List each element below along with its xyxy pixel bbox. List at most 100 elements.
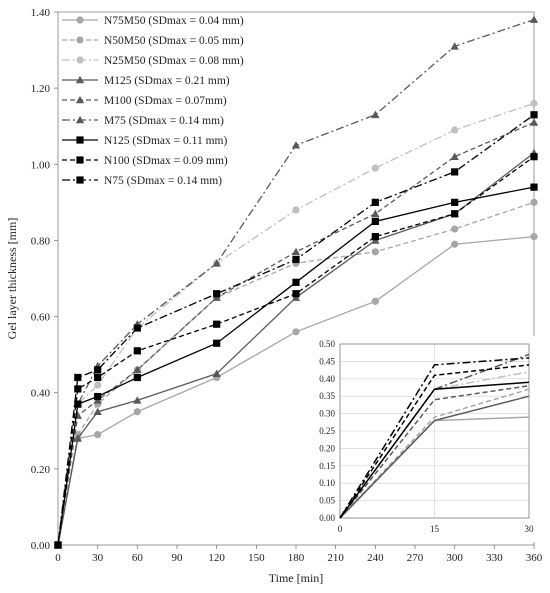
inset-series-line <box>339 385 530 519</box>
data-point <box>212 369 221 377</box>
inset-series-line <box>339 388 530 519</box>
data-point <box>371 233 379 241</box>
data-point <box>450 152 459 160</box>
x-tick-label: 0 <box>55 552 61 564</box>
data-point <box>451 240 459 248</box>
x-axis-title: Time [min] <box>269 571 324 585</box>
legend-entry: N25M50 (SDmax = 0.08 mm) <box>62 55 244 67</box>
data-point <box>529 15 539 23</box>
legend-label: N75M50 (SDmax = 0.04 mm) <box>104 15 244 27</box>
legend-entry: N75M50 (SDmax = 0.04 mm) <box>62 15 244 27</box>
inset-y-tick-label: 0.50 <box>319 339 335 349</box>
data-point <box>292 290 300 298</box>
legend-entry: M100 (SDmax = 0.07mm) <box>62 95 227 107</box>
inset-series-line <box>339 381 530 519</box>
legend-entry: N50M50 (SDmax = 0.05 mm) <box>62 35 244 47</box>
main-axes: 0 30 60 90 120 150 180 210 240 270 300 330 3600.000.… <box>5 7 543 585</box>
legend-marker <box>76 136 84 144</box>
data-point <box>94 430 102 439</box>
x-tick-label: 60 <box>132 552 144 564</box>
y-tick-label: 0.60 <box>31 312 51 324</box>
inset-y-tick-label: 0.30 <box>319 409 335 419</box>
data-point <box>133 347 141 355</box>
data-point <box>292 206 300 214</box>
data-point <box>371 248 379 256</box>
y-tick-label: 1.20 <box>31 83 51 95</box>
y-tick-label: 1.40 <box>31 7 51 19</box>
data-point <box>291 141 301 149</box>
data-point <box>54 541 62 549</box>
data-point <box>133 365 142 374</box>
legend-label: N25M50 (SDmax = 0.08 mm) <box>104 55 244 67</box>
legend-marker <box>75 95 85 104</box>
y-tick-label: 0.40 <box>31 388 51 400</box>
inset-x-tick-label: 15 <box>430 524 440 534</box>
inset-x-tick-label: 0 <box>338 524 343 534</box>
main-series-group <box>53 15 539 549</box>
data-point <box>213 339 221 347</box>
data-point <box>530 111 538 119</box>
data-point <box>94 381 102 389</box>
data-point <box>371 217 379 225</box>
legend-entry: N125 (SDmax = 0.11 mm) <box>62 135 227 147</box>
data-point <box>93 407 102 416</box>
inset-y-tick-label: 0.20 <box>319 443 335 453</box>
data-point <box>74 373 82 382</box>
legend-label: M75 (SDmax = 0.14 mm) <box>104 115 224 127</box>
series-7 <box>54 183 538 549</box>
data-point <box>451 168 459 176</box>
data-point <box>94 366 102 374</box>
legend-label: N75 (SDmax = 0.14 mm) <box>104 175 222 187</box>
inset-chart: 0.00 0.05 0.10 0.15 0.20 0.25 0.30 0.35 0.40 0.45… <box>302 336 537 542</box>
data-point <box>292 255 300 264</box>
series-1 <box>54 233 538 549</box>
data-point <box>133 408 141 416</box>
legend-marker <box>76 36 84 44</box>
data-point <box>94 392 102 401</box>
data-point <box>451 126 459 134</box>
legend-marker <box>76 16 84 24</box>
inset-series-line <box>339 395 530 519</box>
data-point <box>133 373 141 382</box>
legend-label: N125 (SDmax = 0.11 mm) <box>104 135 227 147</box>
legend-entry: N75 (SDmax = 0.14 mm) <box>62 175 222 187</box>
data-point <box>74 400 82 408</box>
data-point <box>371 297 379 305</box>
legend-marker <box>76 176 84 184</box>
data-point <box>371 209 380 218</box>
x-tick-label: 30 <box>92 552 104 564</box>
data-point <box>451 225 459 233</box>
inset-y-tick-label: 0.45 <box>319 356 335 366</box>
inset-y-tick-label: 0.25 <box>319 426 335 436</box>
inset-series-line <box>339 364 530 519</box>
x-tick-label: 90 <box>172 552 184 564</box>
y-axis-title: Gel layer thickness [mm] <box>5 218 19 340</box>
legend-label: N100 (SDmax = 0.09 mm) <box>104 155 228 167</box>
x-tick-label: 180 <box>288 552 305 564</box>
inset-series-line <box>339 357 530 519</box>
series-9 <box>54 111 538 549</box>
data-point <box>451 210 459 218</box>
x-tick-label: 150 <box>248 552 265 564</box>
inset-y-tick-label: 0.35 <box>319 391 335 401</box>
inset-y-tick-label: 0.40 <box>319 374 335 384</box>
data-point <box>94 373 102 382</box>
data-point <box>212 259 221 267</box>
data-point <box>529 118 539 126</box>
inset-y-tick-label: 0.05 <box>319 496 335 506</box>
y-tick-label: 0.80 <box>31 235 51 247</box>
x-tick-label: 120 <box>208 552 225 564</box>
legend-label: M100 (SDmax = 0.07mm) <box>104 95 227 107</box>
data-point <box>213 290 221 298</box>
inset-y-tick-label: 0.10 <box>319 478 335 488</box>
inset-y-tick-label: 0.15 <box>319 461 335 471</box>
data-point <box>530 183 538 191</box>
data-point <box>213 320 221 328</box>
data-point <box>530 99 538 107</box>
data-point <box>371 110 380 119</box>
legend-marker <box>76 156 84 164</box>
inset-y-tick-label: 0.00 <box>319 513 335 523</box>
legend-label: N50M50 (SDmax = 0.05 mm) <box>104 35 244 47</box>
